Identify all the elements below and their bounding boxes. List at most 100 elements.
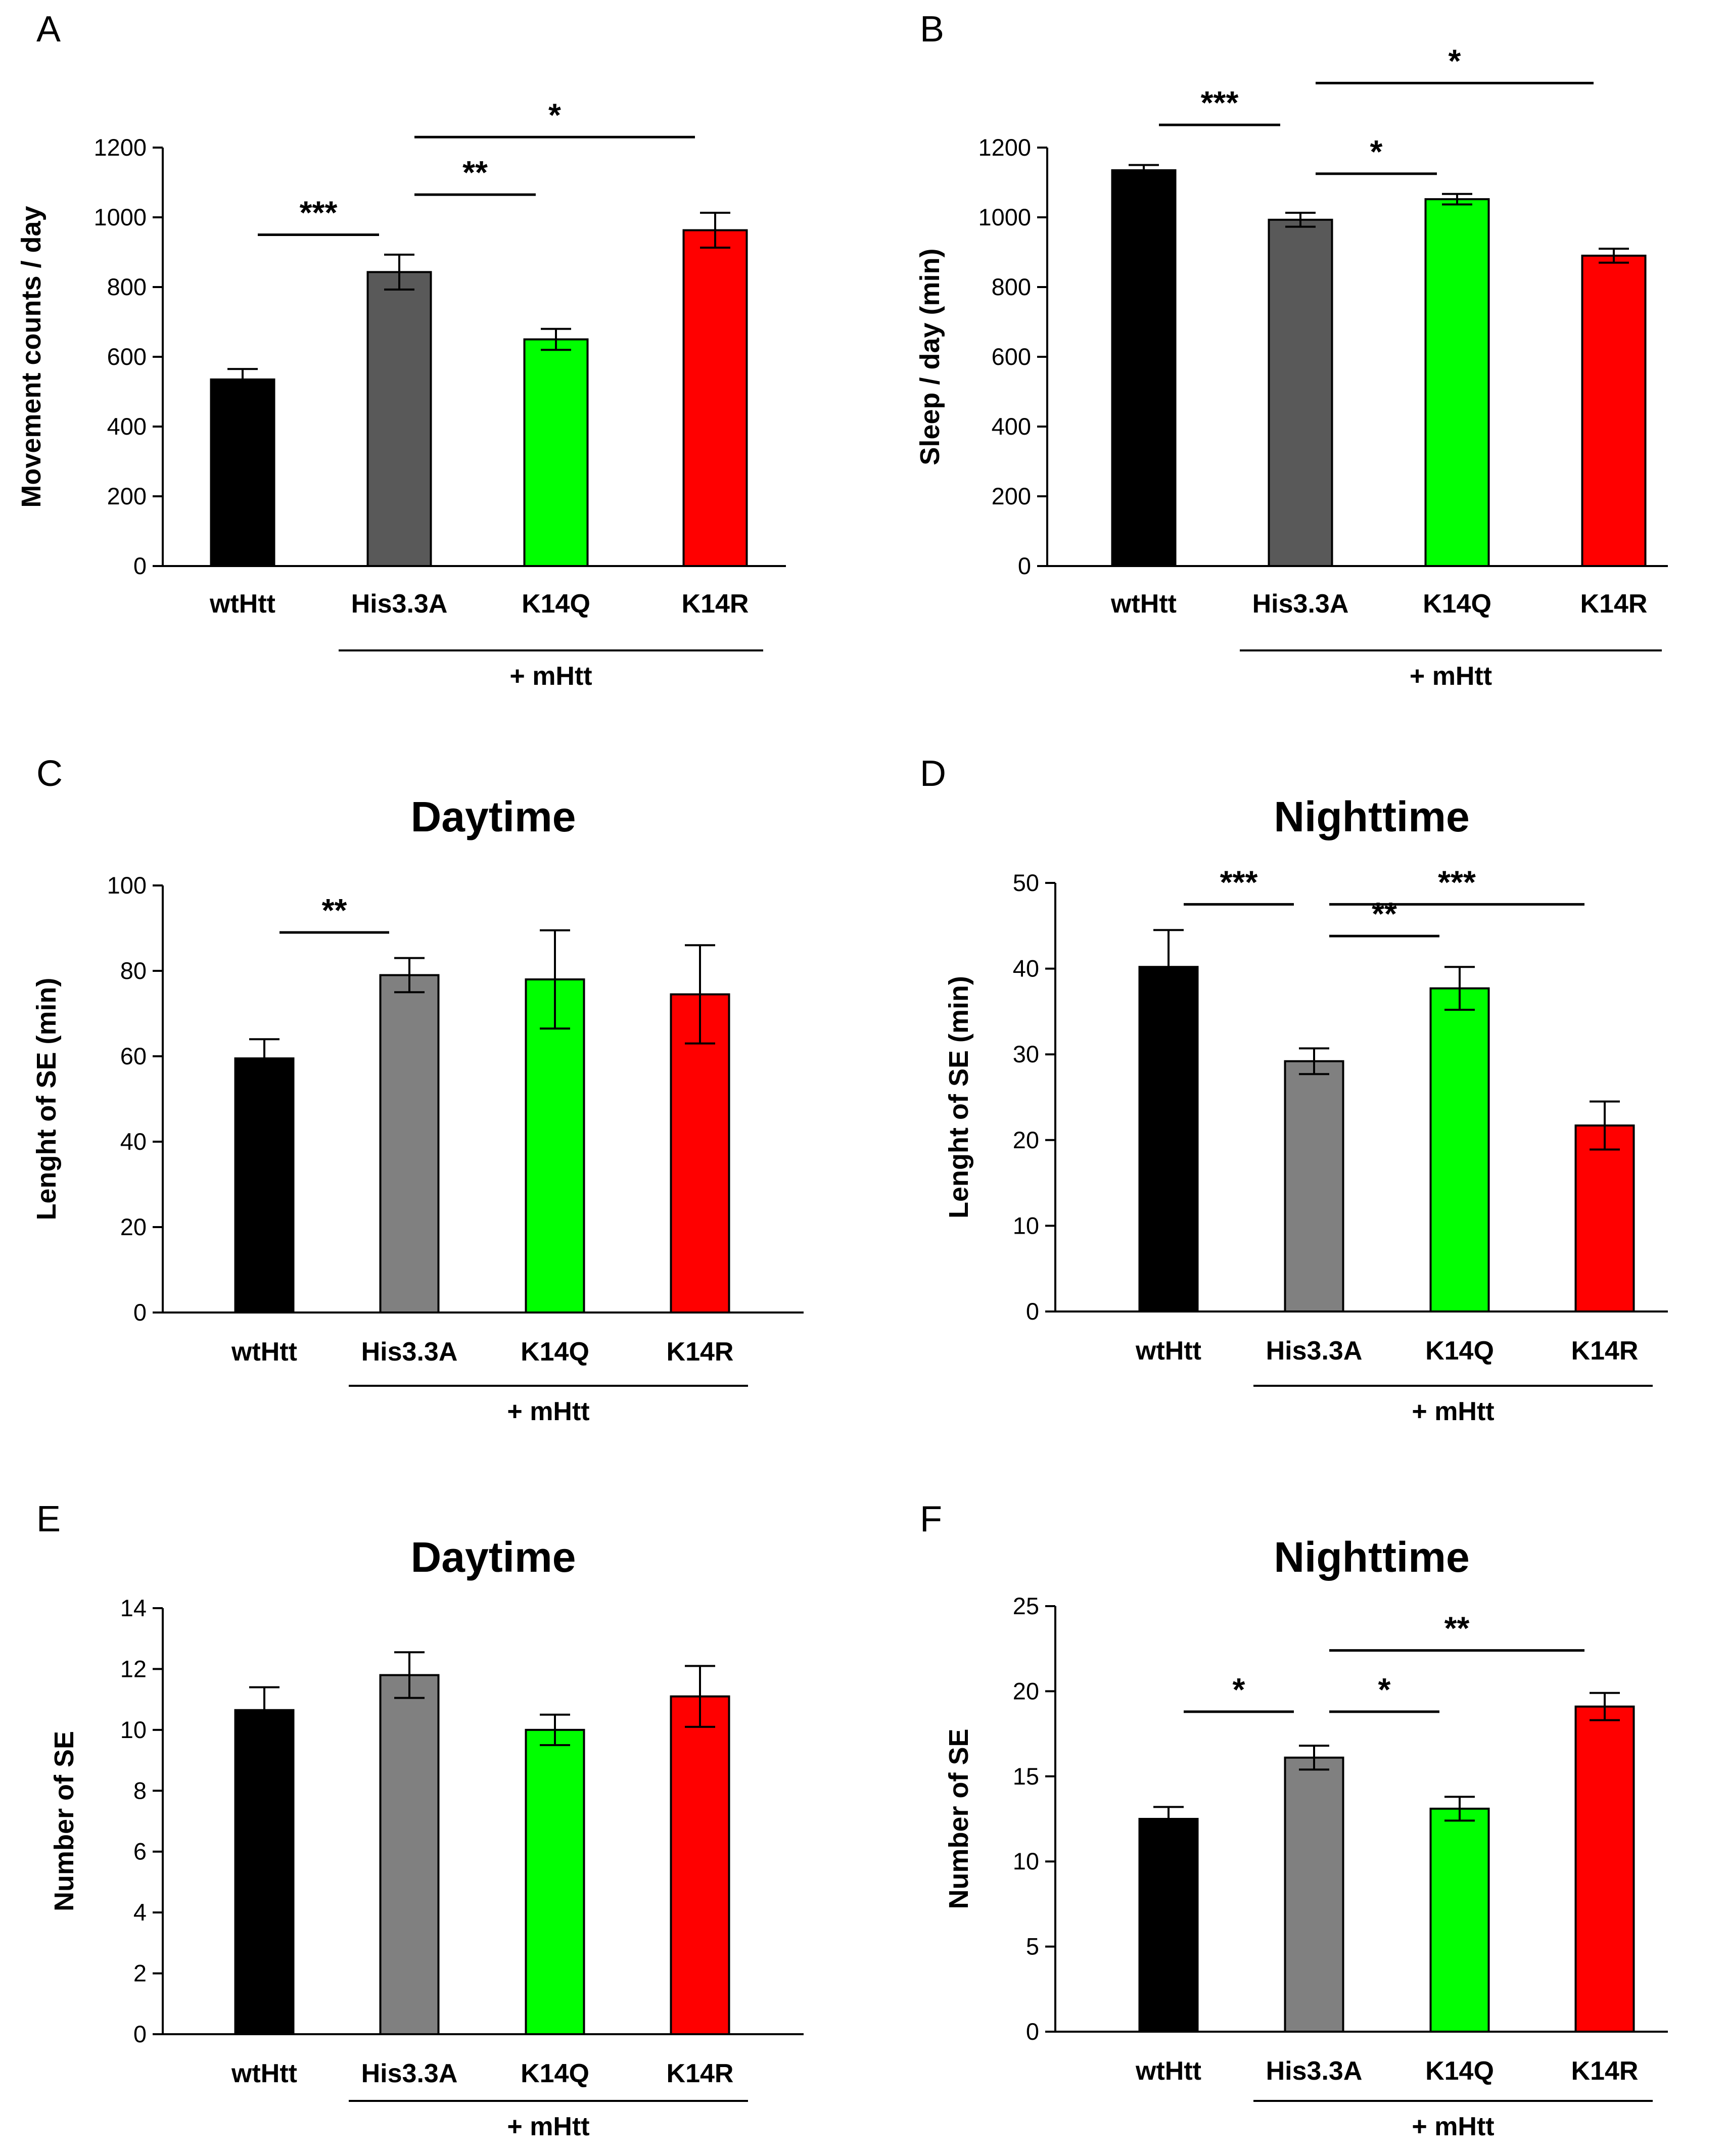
y-tick-label: 1000 [978,204,1031,230]
y-tick-label: 14 [120,1595,147,1621]
y-axis-label: Lenght of SE (min) [31,978,62,1221]
significance-label: * [1449,42,1461,79]
bar-his33a [1284,1060,1344,1313]
y-tick-label: 10 [120,1716,147,1743]
bar-his33a [366,271,432,567]
x-category-label: wtHtt [1110,589,1177,619]
panel-letter: A [36,9,61,50]
panel-letter: E [36,1499,61,1539]
x-category-label: wtHtt [1135,2056,1201,2086]
y-tick-label: 80 [120,957,147,984]
significance-label: ** [322,892,347,928]
y-tick-label: 30 [1013,1041,1039,1067]
bar-wthtt [210,378,275,567]
bar-wthtt [1138,1818,1199,2033]
y-tick-label: 10 [1013,1212,1039,1239]
x-category-label: His3.3A [361,1337,458,1367]
y-tick-label: 15 [1013,1763,1039,1790]
significance-label: ** [1372,896,1397,932]
significance-label: ** [462,154,488,191]
x-category-label: wtHtt [1135,1336,1201,1366]
bar-his33a [379,974,440,1314]
significance-label: * [548,97,561,133]
y-tick-label: 10 [1013,1848,1039,1874]
bar-wthtt [1138,966,1199,1313]
x-category-label: K14R [667,1337,734,1367]
chart-title: Nighttime [1274,793,1469,840]
bar-k14r [670,1695,730,2035]
bar-k14q [1429,987,1490,1313]
bar-k14r [670,993,730,1314]
significance-label: *** [1201,84,1239,121]
y-tick-label: 1000 [94,204,147,230]
chart-panel-b: B 0 200 400 600 800 1000 1200 Sleep / day (min) w… [915,9,1668,691]
chart-panel-c: C Daytime 0 20 40 60 80 100 Lenght of SE (min) wt… [31,754,804,1426]
significance-label: * [1378,1671,1391,1708]
bar-k14r [1574,1705,1635,2033]
chart-title: Nighttime [1274,1533,1469,1581]
bar-k14q [525,1728,585,2036]
bar-k14q [523,338,589,567]
y-axis-label: Number of SE [49,1731,79,1911]
significance-label: * [1370,133,1383,170]
group-label: + mHtt [507,2112,589,2141]
bar-wthtt [234,1057,295,1314]
bar-his33a [1268,218,1333,567]
bar-k14r [682,229,748,567]
y-tick-label: 40 [1013,955,1039,982]
panel-letter: C [36,754,63,794]
x-category-label: wtHtt [231,2059,297,2088]
y-tick-label: 20 [1013,1127,1039,1153]
x-category-label: K14R [667,2059,734,2088]
x-category-label: K14Q [521,1337,589,1367]
x-category-label: K14Q [1425,2056,1494,2086]
x-category-label: K14R [682,589,749,619]
bar-k14r [1574,1124,1635,1313]
significance-label: *** [1438,864,1476,900]
bar-k14r [1581,254,1647,567]
x-category-label: K14Q [1423,589,1491,619]
significance-label: *** [300,195,338,231]
group-label: + mHtt [509,662,592,691]
y-tick-label: 4 [133,1899,147,1926]
y-tick-label: 0 [133,552,147,579]
x-category-label: K14Q [521,2059,589,2088]
y-axis-label: Movement counts / day [16,206,46,507]
chart-panel-e: E Daytime 0 2 4 6 8 10 12 14 Number of SE wtHtt His3… [36,1499,804,2141]
x-category-label: K14R [1571,2056,1639,2086]
y-tick-label: 0 [1026,1298,1039,1325]
x-category-label: His3.3A [1266,2056,1363,2086]
significance-label: *** [1220,864,1258,900]
bar-k14q [525,978,585,1314]
bar-wthtt [1111,169,1177,568]
group-label: + mHtt [507,1397,589,1426]
x-category-label: K14Q [522,589,590,619]
y-tick-label: 800 [107,273,147,300]
x-category-label: His3.3A [1266,1336,1363,1366]
y-tick-label: 200 [992,483,1031,509]
chart-panel-d: D Nighttime 0 10 20 30 40 50 Lenght of SE (min) w… [920,754,1668,1426]
y-tick-label: 600 [107,343,147,370]
x-category-label: His3.3A [351,589,448,619]
chart-panel-f: F Nighttime 0 5 10 15 20 25 Number of SE wtHtt His… [920,1499,1668,2141]
y-tick-label: 20 [1013,1677,1039,1704]
y-tick-label: 0 [133,2021,147,2047]
y-tick-label: 20 [120,1213,147,1240]
y-axis-label: Lenght of SE (min) [944,976,974,1218]
y-tick-label: 60 [120,1043,147,1069]
bar-wthtt [234,1709,295,2035]
bar-k14q [1429,1807,1490,2033]
y-tick-label: 6 [133,1838,147,1865]
panel-letter: D [920,754,946,794]
group-label: + mHtt [1412,2112,1494,2141]
y-tick-label: 0 [1026,2018,1039,2045]
x-category-label: wtHtt [209,589,275,619]
y-tick-label: 1200 [978,134,1031,161]
y-tick-label: 100 [107,872,147,899]
x-category-label: K14R [1571,1336,1639,1366]
y-axis-label: Sleep / day (min) [915,248,945,465]
chart-title: Daytime [411,1533,576,1581]
y-tick-label: 600 [992,343,1031,370]
panel-letter: F [920,1499,942,1539]
